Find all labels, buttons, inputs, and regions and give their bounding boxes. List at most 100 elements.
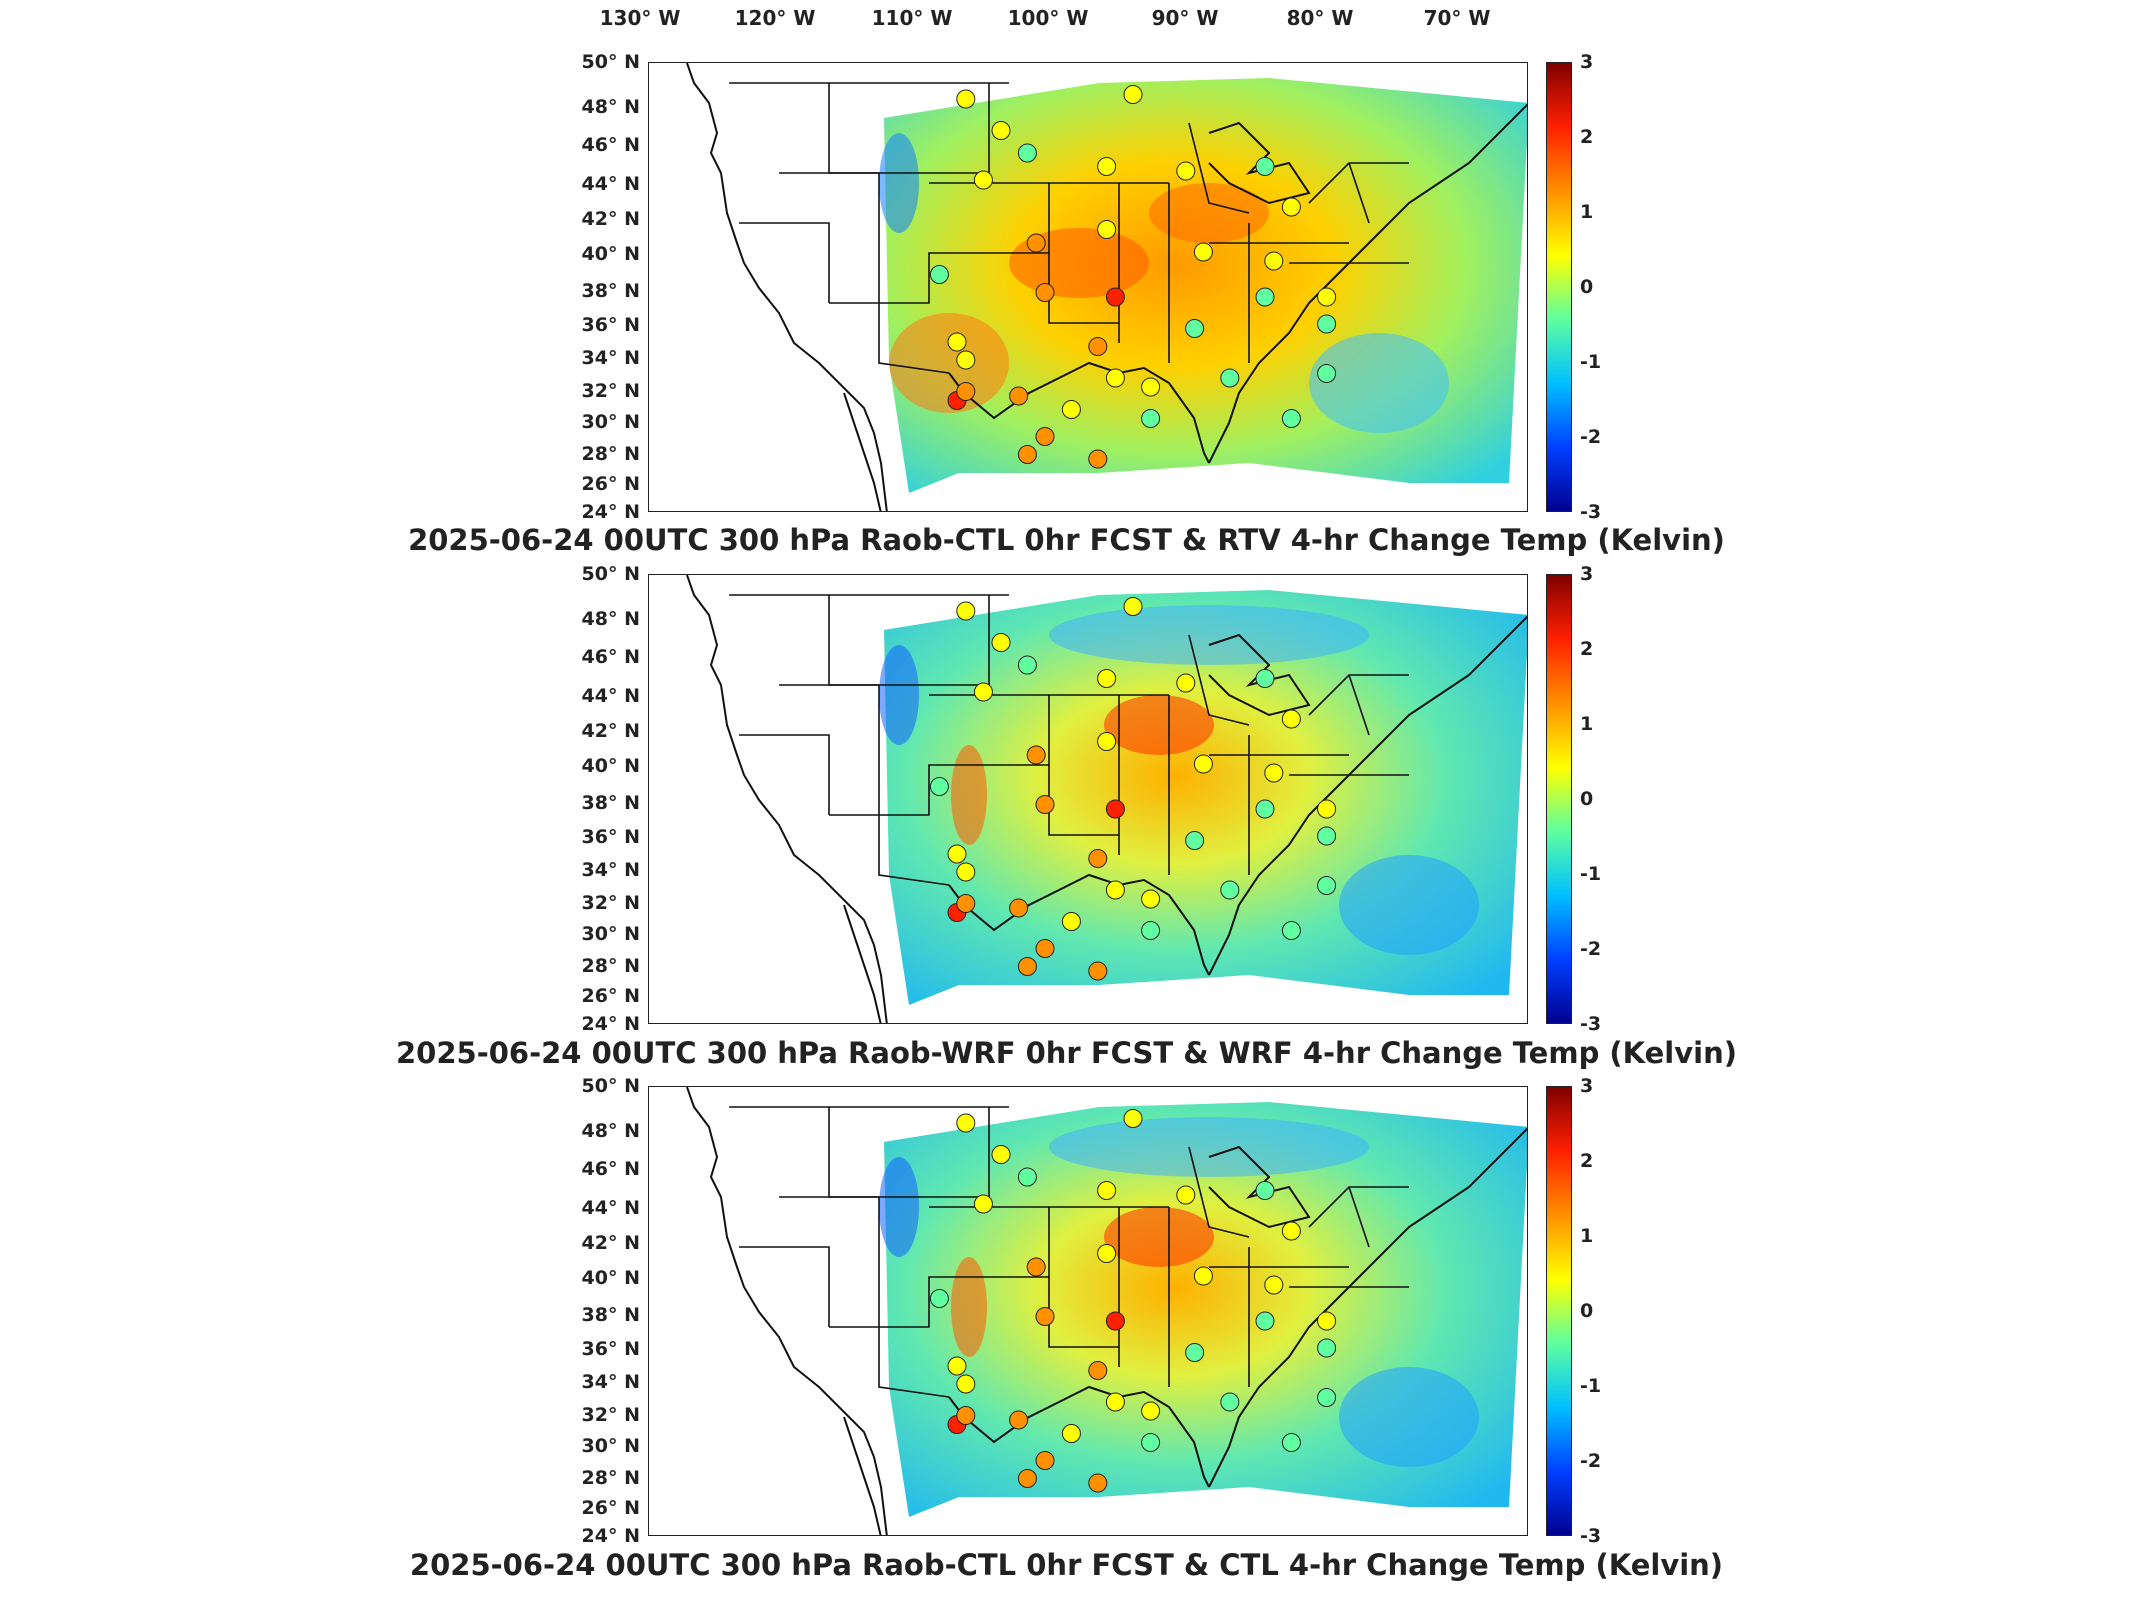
raob-station-marker (1097, 1181, 1117, 1200)
latitude-tick-label: 42° N (581, 719, 640, 742)
state-boundary (1348, 1186, 1370, 1248)
coastline (948, 873, 1210, 976)
raob-station-marker (1255, 1311, 1275, 1331)
longitude-axis: 130° W 120° W 110° W 100° W 90° W 80° W 70° W (0, 0, 2133, 40)
raob-station-marker (956, 1113, 976, 1133)
colorbar-tick-label: 0 (1580, 276, 1594, 298)
raob-station-marker (1105, 1392, 1125, 1412)
state-boundary (739, 1246, 830, 1327)
temperature-field (884, 78, 1527, 493)
raob-station-marker (1009, 386, 1029, 406)
colorbar-tick-label: -1 (1580, 351, 1602, 373)
latitude-tick-label: 46° N (581, 1158, 640, 1181)
latitude-tick-label: 34° N (581, 1371, 640, 1394)
state-boundary (1348, 674, 1370, 736)
raob-station-marker (1281, 1433, 1301, 1452)
anomaly-region (879, 1157, 919, 1257)
colorbar-tick-label: 3 (1580, 51, 1594, 73)
raob-station-marker (1255, 287, 1275, 307)
latitude-tick-label: 48° N (581, 1120, 640, 1142)
latitude-tick-label: 38° N (581, 1303, 640, 1326)
latitude-tick-label: 36° N (581, 1338, 640, 1361)
colorbar-tick-label: 1 (1580, 201, 1594, 223)
coastline (843, 1416, 882, 1535)
raob-station-marker (1105, 880, 1125, 900)
latitude-tick-label: 28° N (581, 442, 640, 465)
map-canvas (686, 1087, 1527, 1535)
raob-station-marker (1141, 377, 1161, 397)
latitude-tick-label: 46° N (581, 134, 640, 157)
raob-station-marker (1061, 1424, 1081, 1443)
latitude-tick-label: 32° N (581, 891, 640, 914)
raob-station-marker (1017, 1167, 1037, 1187)
anomaly-region (879, 645, 919, 745)
raob-station-marker (1017, 143, 1037, 163)
latitude-axis: 50° N 48° N 46° N 44° N 42° N 40° N 38° N 36° N… (560, 1075, 640, 1547)
raob-station-marker (1317, 826, 1337, 846)
latitude-tick-label: 42° N (581, 207, 640, 230)
coastline (686, 1087, 888, 1535)
colorbar-tick-label: 3 (1580, 563, 1594, 585)
latitude-tick-label: 24° N (581, 1525, 640, 1547)
colorbar-tick-label: -2 (1580, 938, 1602, 960)
colorbar-tick-label: -1 (1580, 1375, 1602, 1397)
state-boundary (1188, 634, 1250, 726)
raob-station-marker (1035, 427, 1055, 446)
longitude-tick-label: 100° W (1007, 6, 1089, 30)
anomaly-region (1339, 855, 1479, 955)
coastline (686, 575, 888, 1023)
latitude-tick-label: 42° N (581, 1231, 640, 1254)
state-boundary (739, 222, 830, 303)
raob-station-marker (1255, 157, 1275, 176)
raob-station-marker (1317, 1388, 1337, 1407)
latitude-tick-label: 28° N (581, 954, 640, 977)
raob-station-marker (1317, 287, 1337, 307)
coastline (1208, 1145, 1311, 1229)
raob-station-marker (1281, 197, 1301, 217)
panel-title: 2025-06-24 00UTC 300 hPa Raob-CTL 0hr FC… (408, 523, 1725, 557)
latitude-tick-label: 44° N (581, 1196, 640, 1219)
state-boundary (1048, 1277, 1119, 1348)
latitude-axis: 50° N 48° N 46° N 44° N 42° N 40° N 38° N 36° N… (560, 51, 640, 523)
longitude-tick-label: 130° W (599, 6, 681, 30)
raob-station-marker (1193, 242, 1213, 262)
latitude-tick-label: 38° N (581, 279, 640, 302)
colorbar-tick-label: -2 (1580, 1450, 1602, 1472)
raob-station-marker (1088, 1361, 1108, 1380)
raob-station-marker (1088, 849, 1108, 868)
state-boundary (878, 303, 950, 374)
raob-station-marker (1009, 898, 1029, 918)
latitude-tick-label: 40° N (581, 755, 640, 778)
colorbar-tick-label: 2 (1580, 1150, 1594, 1172)
longitude-tick-label: 70° W (1423, 6, 1491, 30)
latitude-tick-label: 38° N (581, 791, 640, 814)
raob-station-marker (1105, 287, 1125, 307)
latitude-tick-label: 46° N (581, 646, 640, 669)
colorbar-tick-label: 2 (1580, 126, 1594, 148)
raob-station-marker (991, 121, 1011, 140)
state-boundary (1188, 122, 1250, 214)
coastline (948, 1385, 1210, 1488)
anomaly-region (951, 745, 987, 845)
raob-station-marker (929, 265, 949, 284)
raob-station-marker (1193, 754, 1213, 774)
map-canvas (686, 63, 1527, 511)
latitude-tick-label: 34° N (581, 347, 640, 370)
latitude-tick-label: 36° N (581, 314, 640, 337)
raob-station-marker (991, 1145, 1011, 1164)
latitude-tick-label: 32° N (581, 379, 640, 402)
state-boundary (779, 172, 880, 303)
latitude-tick-label: 32° N (581, 1403, 640, 1426)
raob-station-marker (1141, 1433, 1161, 1452)
anomaly-region (879, 133, 919, 233)
latitude-tick-label: 44° N (581, 172, 640, 195)
raob-station-marker (1141, 1401, 1161, 1421)
raob-station-marker (1017, 445, 1037, 464)
raob-station-marker (1255, 1181, 1275, 1200)
latitude-tick-label: 30° N (581, 1435, 640, 1457)
latitude-tick-label: 44° N (581, 684, 640, 707)
raob-station-marker (1281, 1221, 1301, 1241)
raob-station-marker (1123, 85, 1143, 104)
anomaly-region (1049, 605, 1369, 665)
state-boundary (739, 734, 830, 815)
